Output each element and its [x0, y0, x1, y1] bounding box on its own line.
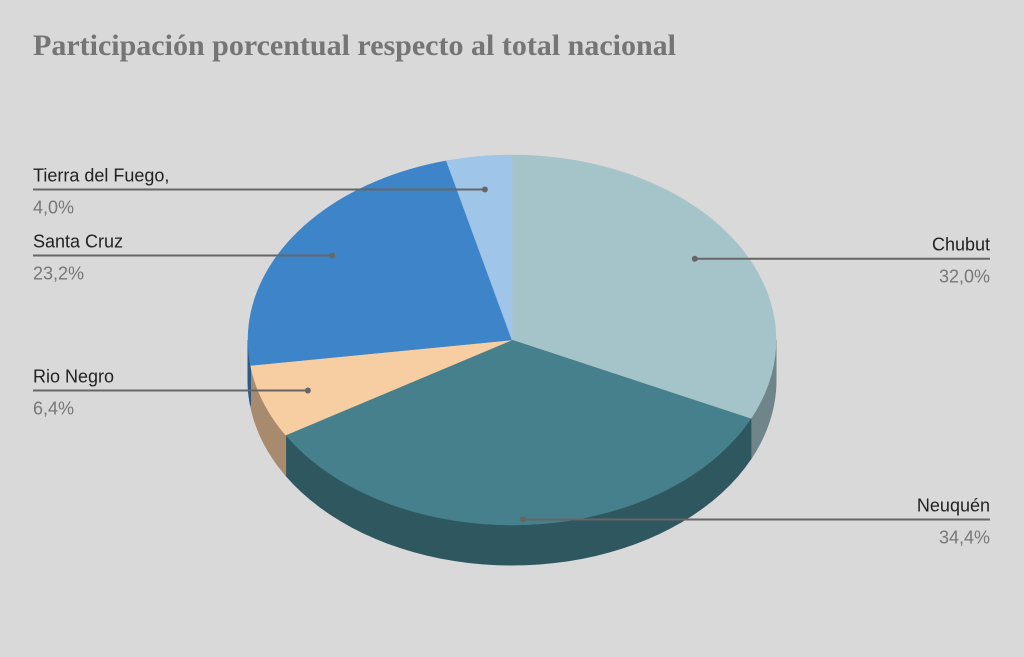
chart-title: Participación porcentual respecto al tot…	[33, 29, 676, 62]
slice-value-label: 32,0%	[939, 267, 990, 287]
slice-label: Rio Negro	[33, 366, 114, 386]
slice-value-label: 4,0%	[33, 197, 74, 217]
slice-value-label: 6,4%	[33, 398, 74, 418]
leader-dot	[691, 255, 698, 262]
slice-label: Tierra del Fuego,	[33, 165, 169, 185]
leader-dot	[481, 186, 488, 193]
slice	[247, 160, 513, 366]
leader-dot	[304, 387, 311, 394]
slice	[446, 154, 513, 341]
slice-value-label: 23,2%	[33, 264, 84, 284]
slice-value-label: 34,4%	[939, 528, 990, 548]
slice	[285, 339, 752, 526]
slice-label: Neuquén	[917, 496, 990, 516]
slice	[250, 339, 513, 436]
slice	[511, 154, 777, 420]
slice-label: Santa Cruz	[33, 232, 123, 252]
slice-label: Chubut	[932, 235, 990, 255]
leader-dot	[519, 516, 526, 523]
leader-dot	[329, 252, 336, 259]
